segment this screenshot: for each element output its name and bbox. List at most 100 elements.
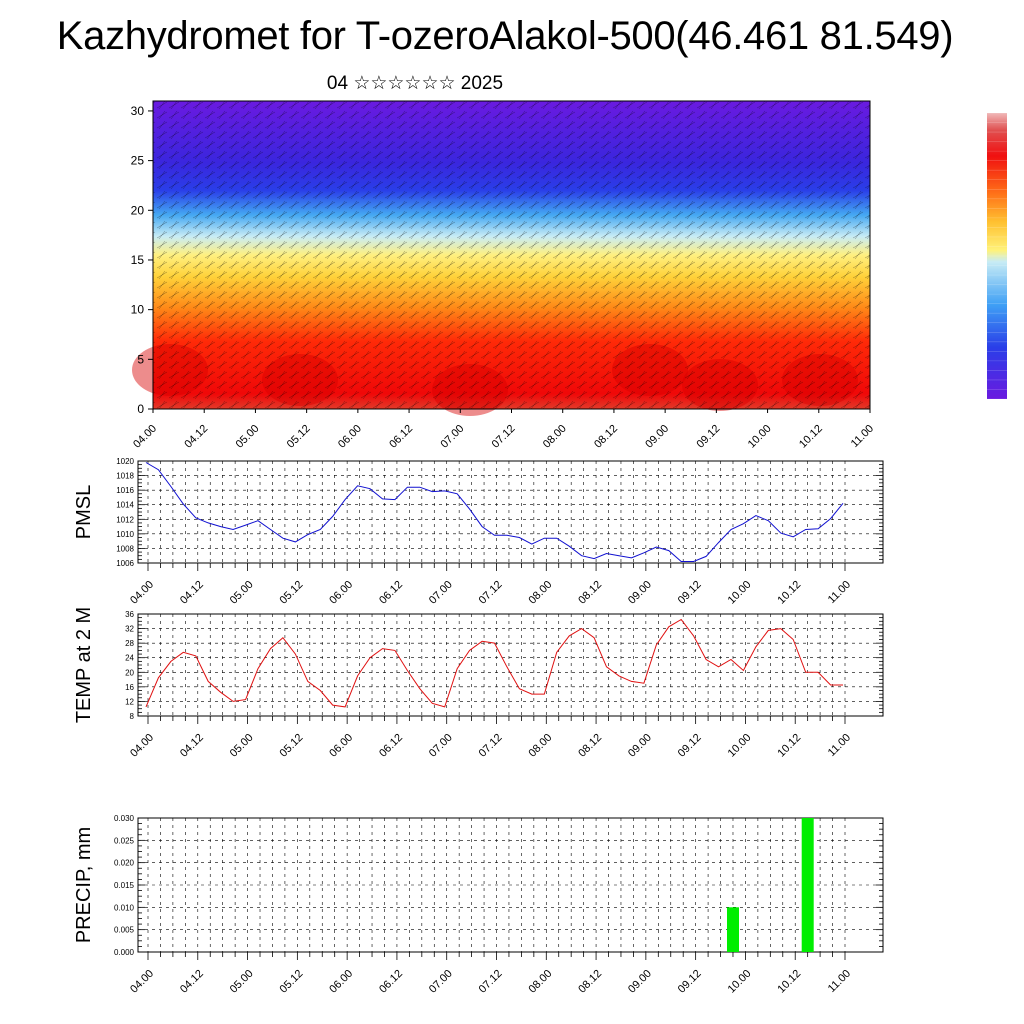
x-tick-label: 10.00 bbox=[726, 732, 754, 760]
y-tick-label: 0.010 bbox=[114, 903, 135, 912]
x-tick-label: 10.00 bbox=[726, 579, 754, 607]
x-tick-label: 08.12 bbox=[576, 968, 604, 996]
x-tick-label: 11.00 bbox=[826, 579, 853, 606]
x-tick-label: 11.00 bbox=[826, 968, 853, 995]
y-tick-label: 5 bbox=[137, 352, 144, 366]
x-tick-label: 04.12 bbox=[178, 968, 206, 996]
y-tick-label: 16 bbox=[125, 683, 134, 692]
y-tick-label: 8 bbox=[130, 712, 135, 721]
y-tick-label: 1012 bbox=[116, 515, 134, 524]
x-tick-label: 09.12 bbox=[676, 968, 704, 996]
y-tick-label: 1016 bbox=[116, 486, 134, 495]
plot-frame bbox=[137, 613, 884, 717]
x-tick-label: 07.12 bbox=[477, 732, 505, 760]
x-tick-label: 08.00 bbox=[526, 579, 554, 607]
x-tick-label: 07.00 bbox=[438, 423, 466, 451]
colorbar bbox=[987, 112, 1007, 400]
x-tick-label: 09.00 bbox=[626, 579, 654, 607]
x-tick-label: 10.12 bbox=[797, 423, 825, 451]
y-tick-label: 1020 bbox=[116, 457, 134, 466]
x-tick-label: 07.12 bbox=[477, 968, 505, 996]
x-tick-label: 08.00 bbox=[541, 423, 569, 451]
x-tick-label: 05.12 bbox=[278, 968, 306, 996]
x-tick-label: 07.00 bbox=[427, 579, 455, 607]
x-tick-label: 06.00 bbox=[327, 968, 355, 996]
x-tick-label: 10.12 bbox=[775, 579, 803, 607]
x-tick-label: 05.12 bbox=[278, 732, 306, 760]
x-tick-label: 05.12 bbox=[278, 579, 306, 607]
x-tick-label: 05.00 bbox=[228, 732, 256, 760]
x-tick-label: 06.12 bbox=[377, 968, 405, 996]
x-tick-label: 06.00 bbox=[327, 579, 355, 607]
x-tick-label: 10.12 bbox=[775, 968, 803, 996]
x-tick-label: 11.00 bbox=[826, 732, 853, 759]
y-tick-label: 0.000 bbox=[114, 948, 135, 957]
y-tick-label: 1010 bbox=[116, 530, 134, 539]
x-tick-label: 09.00 bbox=[643, 423, 671, 451]
wind-barbs bbox=[153, 101, 870, 409]
pmsl-line bbox=[145, 462, 844, 562]
x-tick-label: 09.12 bbox=[695, 423, 723, 451]
y-tick-label: 20 bbox=[125, 668, 134, 677]
colorbar-ramp bbox=[987, 113, 1007, 399]
y-tick-label: 0.005 bbox=[114, 926, 135, 935]
y-tick-label: 10 bbox=[131, 303, 145, 317]
y-tick-label: 36 bbox=[125, 610, 134, 619]
wind-temperature-panel: 0 5 10 15 20 25 30 04.00 04.12 05.00 05.12 06.00 06.… bbox=[131, 100, 876, 451]
temp-panel: 8 12 16 20 24 28 32 36 04.00 04.12 05.00 05.12 06.00… bbox=[73, 607, 884, 760]
plot-frame bbox=[137, 460, 884, 564]
y-tick-label: 0.030 bbox=[114, 814, 135, 823]
x-tick-label: 04.12 bbox=[178, 579, 206, 607]
x-tick-label: 07.00 bbox=[427, 732, 455, 760]
y-tick-label: 0 bbox=[137, 402, 144, 416]
precip-bar bbox=[727, 907, 739, 952]
x-tick-label: 06.12 bbox=[377, 579, 405, 607]
y-tick-label: 15 bbox=[131, 253, 145, 267]
x-tick-label: 05.00 bbox=[228, 968, 256, 996]
chart-title: Kazhydromet for T-ozeroAlakol-500(46.461… bbox=[56, 14, 954, 58]
temp-line bbox=[145, 618, 843, 708]
x-tick-label: 07.12 bbox=[490, 423, 518, 451]
y-axis-label: PRECIP, mm bbox=[73, 827, 95, 943]
y-tick-label: 1014 bbox=[116, 501, 134, 510]
pmsl-panel: 1006 1008 1010 1012 1014 1016 1018 1020 04.00 04.… bbox=[73, 457, 884, 607]
x-tick-label: 04.00 bbox=[128, 968, 156, 996]
x-tick-label: 07.12 bbox=[477, 579, 505, 607]
x-tick-label: 04.00 bbox=[128, 579, 156, 607]
x-tick-label: 08.12 bbox=[576, 732, 604, 760]
x-tick-label: 09.00 bbox=[626, 732, 654, 760]
x-tick-label: 09.12 bbox=[676, 579, 704, 607]
x-tick-label: 05.00 bbox=[228, 579, 256, 607]
x-tick-label: 11.00 bbox=[849, 423, 876, 450]
x-tick-label: 04.12 bbox=[182, 423, 210, 451]
x-tick-label: 04.00 bbox=[128, 732, 156, 760]
x-tick-label: 10.12 bbox=[775, 732, 803, 760]
x-tick-label: 09.00 bbox=[626, 968, 654, 996]
y-tick-label: 0.020 bbox=[114, 859, 135, 868]
y-tick-label: 1018 bbox=[116, 472, 134, 481]
x-tick-label: 04.12 bbox=[178, 732, 206, 760]
x-tick-label: 07.00 bbox=[427, 968, 455, 996]
x-tick-label: 06.12 bbox=[377, 732, 405, 760]
x-tick-label: 10.00 bbox=[746, 423, 774, 451]
x-tick-label: 08.12 bbox=[576, 579, 604, 607]
x-tick-label: 09.12 bbox=[676, 732, 704, 760]
y-tick-label: 0.015 bbox=[114, 881, 135, 890]
x-tick-label: 06.00 bbox=[327, 732, 355, 760]
y-tick-label: 20 bbox=[131, 203, 145, 217]
chart-subtitle: 04 ☆☆☆☆☆☆ 2025 bbox=[326, 73, 504, 94]
x-tick-label: 05.00 bbox=[234, 423, 262, 451]
y-tick-label: 12 bbox=[125, 697, 134, 706]
y-tick-label: 32 bbox=[125, 625, 134, 634]
x-tick-label: 06.12 bbox=[387, 423, 415, 451]
x-tick-label: 08.12 bbox=[592, 423, 620, 451]
y-axis-label: TEMP at 2 M bbox=[73, 607, 95, 723]
x-tick-label: 08.00 bbox=[526, 968, 554, 996]
x-tick-label: 04.00 bbox=[131, 423, 159, 451]
x-tick-label: 08.00 bbox=[526, 732, 554, 760]
y-tick-label: 28 bbox=[125, 639, 134, 648]
y-axis-label: PMSL bbox=[73, 485, 95, 539]
x-tick-label: 10.00 bbox=[726, 968, 754, 996]
y-tick-label: 1008 bbox=[116, 544, 134, 553]
